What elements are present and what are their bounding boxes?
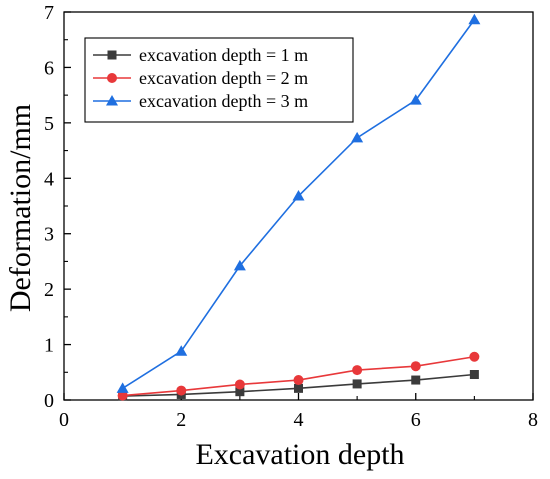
x-tick-label: 6 (411, 409, 421, 431)
legend: excavation depth = 1 m excavation depth =… (84, 37, 354, 123)
data-point (469, 351, 480, 362)
data-point (116, 382, 129, 393)
series-3 (116, 13, 481, 393)
data-point (233, 259, 246, 271)
series-group (116, 13, 481, 401)
x-tick-label: 8 (528, 409, 538, 431)
data-point (411, 375, 421, 385)
legend-item: excavation depth = 2 m (93, 68, 308, 88)
legend-label: excavation depth = 1 m (139, 45, 308, 65)
x-axis-title: Excavation depth (195, 438, 404, 471)
data-point (351, 131, 364, 143)
y-tick-label: 3 (44, 224, 54, 246)
x-tick-label: 4 (294, 409, 304, 431)
y-tick-label: 2 (44, 279, 54, 301)
data-point (468, 13, 481, 25)
y-tick-label: 4 (44, 168, 54, 190)
data-point (352, 379, 362, 389)
legend-item: excavation depth = 3 m (93, 91, 308, 111)
y-tick-label: 5 (44, 113, 54, 135)
y-tick-label: 0 (44, 390, 54, 412)
legend-marker (107, 73, 117, 83)
data-point (235, 387, 245, 397)
data-point (117, 390, 128, 401)
data-point (234, 379, 245, 390)
ticks-group: 0 2 4 6 8 0 1 2 3 4 5 6 7 (44, 2, 538, 431)
data-point (469, 370, 479, 380)
legend-box (84, 37, 354, 123)
legend-marker (107, 50, 117, 60)
legend-label: excavation depth = 3 m (139, 91, 308, 111)
x-tick-label: 0 (59, 409, 69, 431)
data-point (410, 361, 421, 372)
data-point (409, 94, 422, 105)
legend-marker (106, 95, 118, 106)
y-tick-label: 1 (44, 335, 54, 357)
data-point (294, 383, 303, 393)
data-point (175, 345, 188, 356)
legend-item: excavation depth = 1 m (93, 45, 308, 65)
y-tick-label: 7 (44, 2, 54, 24)
data-point (293, 375, 304, 386)
data-point (352, 365, 363, 376)
data-point (292, 190, 305, 201)
x-tick-label: 2 (176, 409, 186, 431)
series-2 (117, 351, 480, 401)
y-tick-label: 6 (44, 57, 54, 79)
y-axis-title: Deformation/mm (4, 104, 37, 312)
data-point (176, 385, 187, 396)
legend-label: excavation depth = 2 m (139, 68, 308, 88)
